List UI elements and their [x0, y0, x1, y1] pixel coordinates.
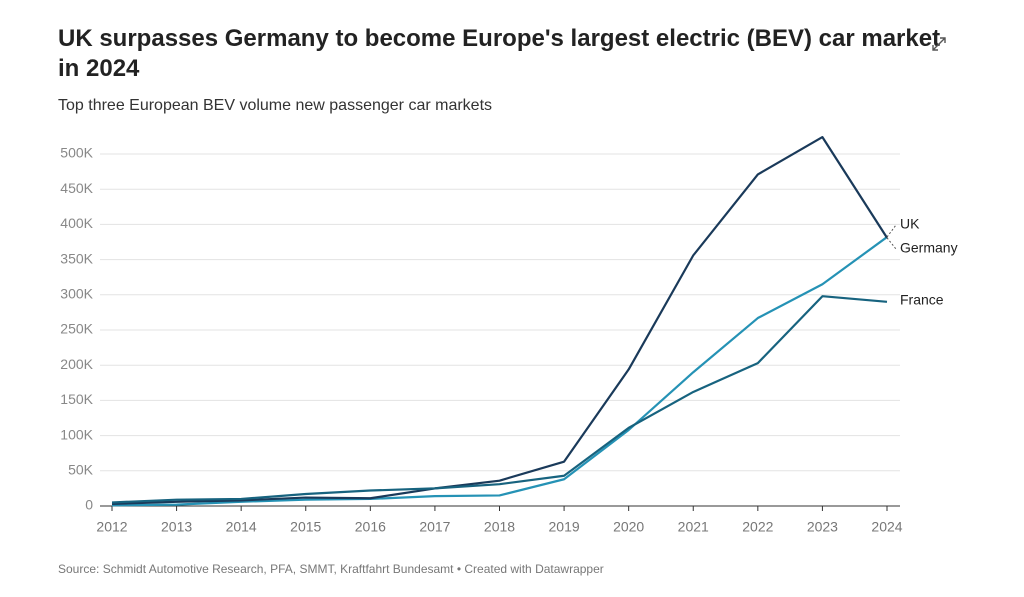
x-tick-label: 2024: [871, 519, 902, 535]
series-label: France: [900, 292, 944, 308]
chart-source: Source: Schmidt Automotive Research, PFA…: [58, 562, 604, 576]
x-tick-label: 2017: [419, 519, 450, 535]
x-tick-label: 2013: [161, 519, 192, 535]
y-tick-label: 100K: [60, 426, 93, 442]
series-label: UK: [900, 216, 920, 232]
series-label: Germany: [900, 240, 958, 256]
x-tick-label: 2018: [484, 519, 515, 535]
chart-subtitle: Top three European BEV volume new passen…: [58, 97, 492, 114]
y-tick-label: 200K: [60, 356, 93, 372]
y-tick-label: 450K: [60, 180, 93, 196]
label-leader: [886, 237, 897, 250]
x-tick-label: 2016: [355, 519, 386, 535]
y-tick-label: 50K: [68, 462, 94, 478]
x-tick-label: 2020: [613, 519, 644, 535]
y-tick-label: 250K: [60, 321, 93, 337]
label-leader: [886, 224, 897, 238]
x-tick-label: 2023: [807, 519, 838, 535]
y-tick-label: 350K: [60, 250, 93, 266]
expand-icon[interactable]: [932, 37, 946, 51]
y-tick-label: 0: [85, 497, 93, 513]
x-tick-label: 2015: [290, 519, 321, 535]
series-line: [111, 295, 888, 504]
x-tick-label: 2019: [549, 519, 580, 535]
y-tick-label: 500K: [60, 145, 93, 161]
y-tick-label: 300K: [60, 286, 93, 302]
x-tick-label: 2014: [226, 519, 257, 535]
series-line: [111, 136, 888, 505]
x-tick-label: 2022: [742, 519, 773, 535]
chart-title-line-1: UK surpasses Germany to become Europe's …: [58, 25, 940, 82]
y-tick-label: 150K: [60, 391, 93, 407]
y-tick-label: 400K: [60, 215, 93, 231]
x-tick-label: 2021: [678, 519, 709, 535]
series-line: [111, 236, 888, 507]
x-tick-label: 2012: [96, 519, 127, 535]
